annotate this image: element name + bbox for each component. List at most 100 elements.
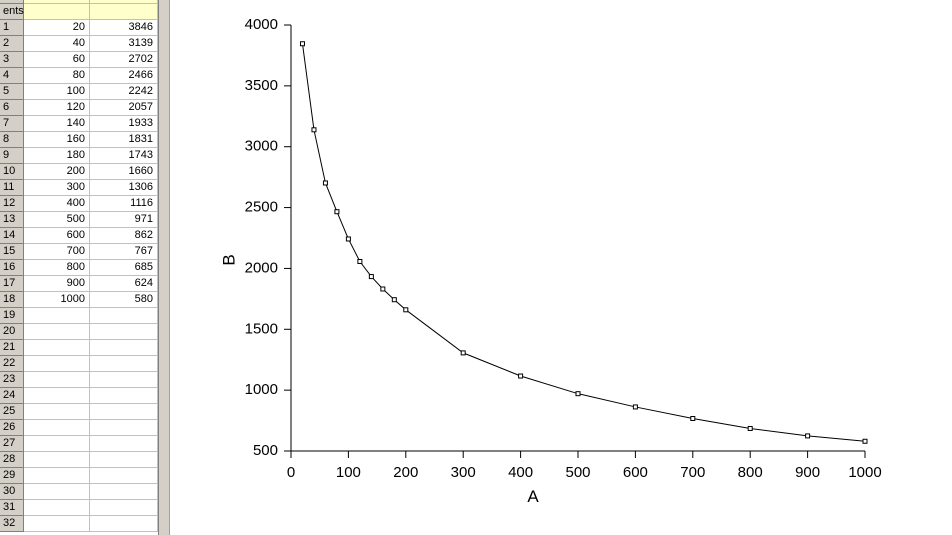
cell: 160 [24,132,90,148]
cell [90,388,158,404]
cell: 140 [24,116,90,132]
marker [575,391,581,397]
cell: 100 [24,84,90,100]
cell: 120 [24,100,90,116]
cell: 862 [90,228,158,244]
comments-row [90,4,158,20]
row-number: 23 [0,372,24,388]
y-tick-label: 2500 [245,199,278,216]
cell [24,516,90,532]
cell [90,420,158,436]
x-tick-label: 200 [393,464,418,481]
cell [24,324,90,340]
worksheet: ents 1 20 3846 2 40 3139 3 60 2702 4 80 2466 5 100 2242… [0,0,158,535]
cell [24,340,90,356]
cell [24,452,90,468]
y-tick-label: 1000 [245,381,278,398]
marker [368,274,374,280]
row-number: 16 [0,260,24,276]
row-number: 24 [0,388,24,404]
cell [90,452,158,468]
x-tick-label: 0 [287,464,295,481]
row-number: 17 [0,276,24,292]
x-tick-label: 800 [738,464,763,481]
row-number: 7 [0,116,24,132]
x-tick-label: 500 [565,464,590,481]
y-tick-label: 4000 [245,16,278,33]
comments-row [24,4,90,20]
marker [380,286,386,292]
y-tick-label: 3000 [245,138,278,155]
marker [391,297,397,303]
x-axis-title: A [527,487,539,506]
cell: 580 [90,292,158,308]
row-number: 21 [0,340,24,356]
x-tick-label: 1000 [848,464,881,481]
header-row [0,0,24,4]
row-number: 22 [0,356,24,372]
cell: 971 [90,212,158,228]
row-number: 12 [0,196,24,212]
cell [24,500,90,516]
marker [357,258,363,264]
y-tick-label: 3500 [245,77,278,94]
marker [805,433,811,439]
cell: 900 [24,276,90,292]
row-number: 14 [0,228,24,244]
cell: 2466 [90,68,158,84]
row-number: 6 [0,100,24,116]
row-number: 32 [0,516,24,532]
chart: A B 500 1000 1500 2000 2500 3000 3500 4000 0 100 2… [219,16,881,506]
cell: 800 [24,260,90,276]
cell: 400 [24,196,90,212]
header-row [24,0,90,4]
x-tick-label: 300 [451,464,476,481]
cell [24,468,90,484]
marker [747,425,753,431]
row-number: 1 [0,20,24,36]
cell: 1306 [90,180,158,196]
row-number: 3 [0,52,24,68]
marker [632,404,638,410]
row-number: 5 [0,84,24,100]
cell: 1831 [90,132,158,148]
x-tick-label: 100 [336,464,361,481]
y-tick-label: 1500 [245,320,278,337]
cell: 1116 [90,196,158,212]
cell: 624 [90,276,158,292]
splitter [158,0,170,535]
cell [90,340,158,356]
cell [24,308,90,324]
row-number: 19 [0,308,24,324]
cell: 60 [24,52,90,68]
series-line [301,43,866,442]
row-number: 31 [0,500,24,516]
x-tick-label: 400 [508,464,533,481]
cell: 2242 [90,84,158,100]
cell: 2057 [90,100,158,116]
cell: 2702 [90,52,158,68]
cell [24,436,90,452]
cell [90,308,158,324]
marker [311,127,317,133]
cell: 20 [24,20,90,36]
x-tick-label: 900 [795,464,820,481]
cell [24,388,90,404]
y-tick-label: 500 [253,442,278,459]
row-number: 28 [0,452,24,468]
row-number: 30 [0,484,24,500]
y-tick-label: 2000 [245,259,278,276]
cell [90,372,158,388]
row-number: 20 [0,324,24,340]
row-number: 2 [0,36,24,52]
cell [90,404,158,420]
cell: 1933 [90,116,158,132]
header-row [90,0,158,4]
marker [322,180,328,186]
marker [334,209,340,215]
cell: 767 [90,244,158,260]
row-number: 18 [0,292,24,308]
cell: 80 [24,68,90,84]
cell [90,500,158,516]
row-number: 29 [0,468,24,484]
